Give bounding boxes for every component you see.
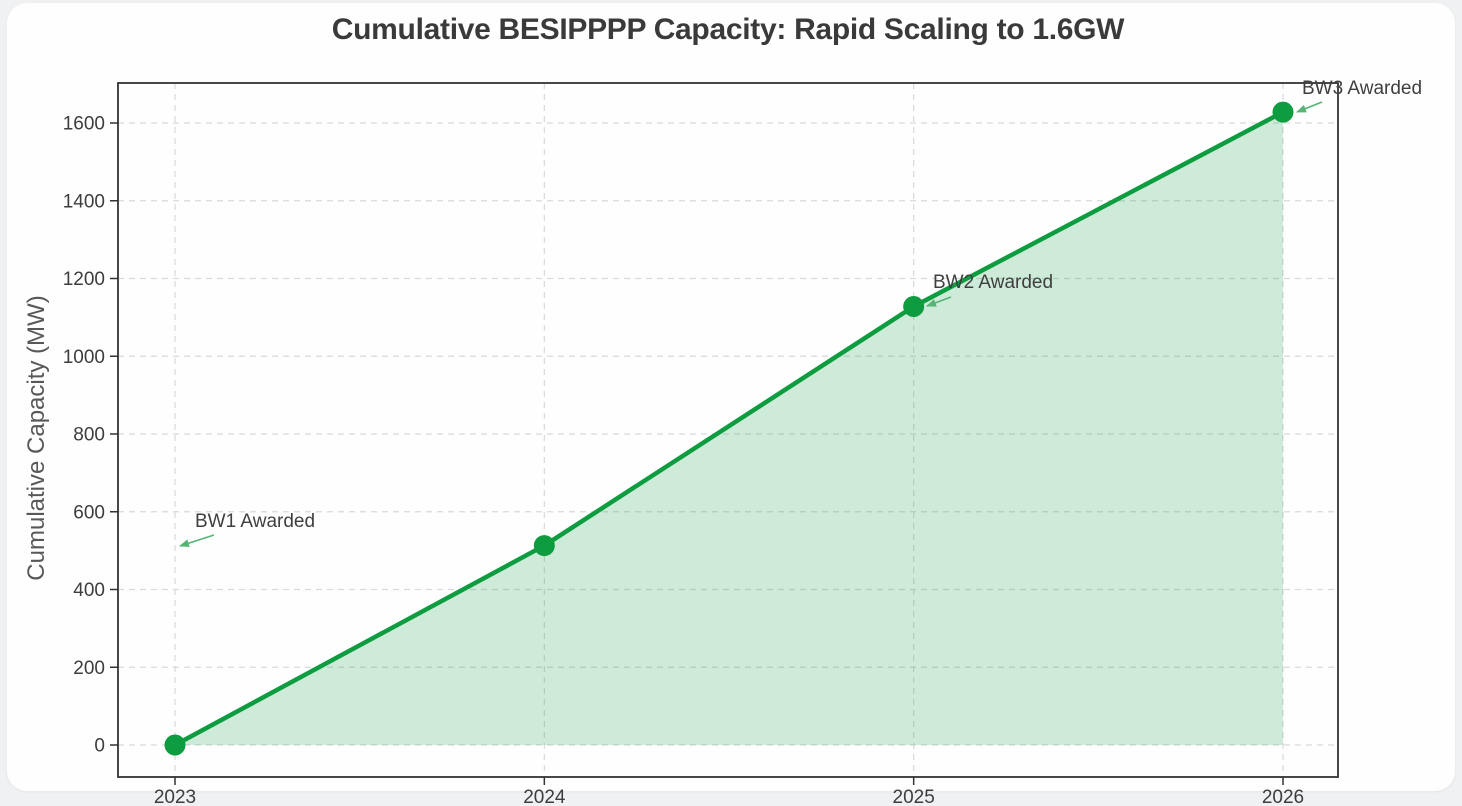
data-point-2025: [903, 295, 925, 317]
chart-title: Cumulative BESIPPPP Capacity: Rapid Scal…: [331, 13, 1125, 46]
y-axis-label: Cumulative Capacity (MW): [23, 295, 50, 581]
annotation-arrow-bw1: [179, 534, 215, 548]
annotation-arrow-bw2: [926, 296, 952, 307]
x-tick-label-2023: 2023: [154, 787, 196, 806]
capacity-line: [172, 109, 1286, 748]
data-point-2023: [164, 734, 186, 756]
gridlines: [118, 83, 1338, 777]
plot-border: [117, 82, 1339, 778]
y-tick-label-1000: 1000: [63, 347, 105, 368]
axis-ticks: 0 200 400 600 800 1000 1200 1400 1600 2023 2024 202…: [63, 114, 1304, 806]
y-tick-label-1200: 1200: [63, 269, 105, 290]
y-tick-label-1600: 1600: [63, 114, 105, 135]
data-point-2026: [1272, 101, 1294, 123]
y-tick-label-400: 400: [73, 580, 105, 601]
y-tick-label-600: 600: [73, 502, 105, 523]
data-point-2024: [533, 535, 555, 557]
y-tick-label-200: 200: [73, 658, 105, 679]
annotation-label-bw1: BW1 Awarded: [195, 511, 315, 532]
y-tick-label-800: 800: [73, 425, 105, 446]
data-points: [164, 101, 1294, 756]
annotation-bw2: BW2 Awarded: [926, 272, 1053, 307]
annotation-label-bw2: BW2 Awarded: [933, 272, 1053, 293]
y-tick-label-1400: 1400: [63, 191, 105, 212]
x-tick-label-2024: 2024: [523, 787, 566, 806]
x-tick-label-2025: 2025: [893, 787, 935, 806]
annotation-bw1: BW1 Awarded: [179, 511, 315, 548]
annotation-label-bw3: BW3 Awarded: [1302, 78, 1422, 99]
annotation-arrow-bw3: [1296, 101, 1323, 113]
x-tick-label-2026: 2026: [1262, 787, 1304, 806]
annotation-bw3: BW3 Awarded: [1296, 78, 1422, 113]
chart-card: [7, 3, 1455, 791]
y-tick-label-0: 0: [94, 736, 105, 757]
